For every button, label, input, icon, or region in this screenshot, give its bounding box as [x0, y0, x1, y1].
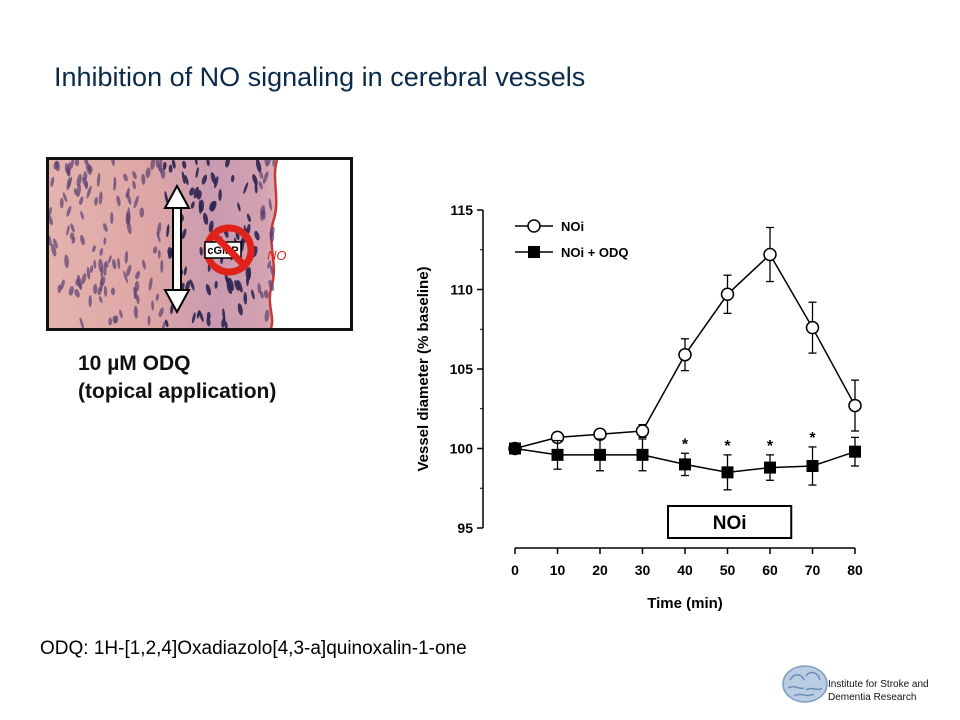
data-point-noi — [678, 347, 692, 362]
noi-period-box — [667, 505, 793, 539]
treatment-description: 10 µM ODQ (topical application) — [78, 350, 276, 406]
arrow-up-icon — [163, 183, 191, 209]
brain-logo-icon — [780, 662, 830, 706]
institute-line-1: Institute for Stroke and — [828, 679, 929, 690]
x-tick-label: 70 — [805, 562, 821, 578]
vessel-micrograph: cGMP NO — [46, 157, 353, 331]
x-tick-label: 80 — [847, 562, 863, 578]
x-tick-label: 0 — [511, 562, 519, 578]
legend-marker-square — [528, 246, 540, 258]
data-point-noi-odq — [764, 461, 776, 474]
data-point-noi-odq — [679, 458, 691, 471]
odq-footnote: ODQ: 1H-[1,2,4]Oxadiazolo[4,3-a]quinoxal… — [40, 638, 467, 659]
significance-marker: * — [767, 438, 774, 455]
prohibit-slash — [210, 231, 248, 269]
endothelium-line — [268, 160, 279, 328]
x-tick-label: 30 — [635, 562, 651, 578]
data-point-noi-odq — [509, 442, 521, 455]
significance-marker: * — [724, 438, 731, 455]
x-tick-label: 10 — [550, 562, 566, 578]
institute-line-2: Dementia Research — [828, 692, 917, 703]
legend-marker-circle — [527, 219, 541, 233]
y-tick-label: 100 — [450, 441, 474, 457]
data-point-noi — [805, 320, 820, 335]
y-tick-label: 105 — [450, 361, 474, 377]
legend-label: NOi — [561, 219, 584, 234]
significance-marker: * — [682, 436, 689, 453]
institute-name: Institute for Stroke and Dementia Resear… — [828, 678, 929, 704]
data-point-noi-odq — [806, 459, 819, 472]
legend-label: NOi + ODQ — [561, 245, 629, 260]
x-tick-label: 50 — [720, 562, 736, 578]
x-tick-label: 40 — [677, 562, 693, 578]
treatment-line-2: (topical application) — [78, 380, 277, 403]
data-point-noi — [763, 247, 777, 262]
noi-period-label: NOi — [713, 513, 747, 534]
no-label: NO — [267, 248, 287, 263]
data-point-noi — [720, 287, 735, 302]
vessel-lumen — [269, 160, 350, 328]
y-tick-label: 95 — [457, 520, 473, 536]
data-point-noi — [635, 424, 650, 438]
data-point-noi — [848, 398, 862, 413]
x-axis-label: Time (min) — [647, 595, 723, 612]
data-point-noi-odq — [594, 448, 606, 461]
data-point-noi-odq — [849, 445, 861, 458]
cell-nuclei — [49, 160, 276, 328]
data-point-noi-odq — [721, 466, 734, 479]
treatment-line-1: 10 µM ODQ — [78, 352, 191, 375]
slide-title: Inhibition of NO signaling in cerebral v… — [54, 62, 586, 92]
arrow-down-icon — [163, 289, 191, 315]
significance-marker: * — [809, 430, 816, 447]
y-axis-label: Vessel diameter (% baseline) — [415, 266, 432, 471]
y-tick-label: 110 — [450, 282, 473, 298]
x-tick-label: 60 — [762, 562, 778, 578]
y-tick-label: 115 — [450, 202, 473, 218]
data-point-noi-odq — [636, 448, 649, 461]
data-point-noi-odq — [551, 448, 564, 461]
x-tick-label: 20 — [592, 562, 608, 578]
